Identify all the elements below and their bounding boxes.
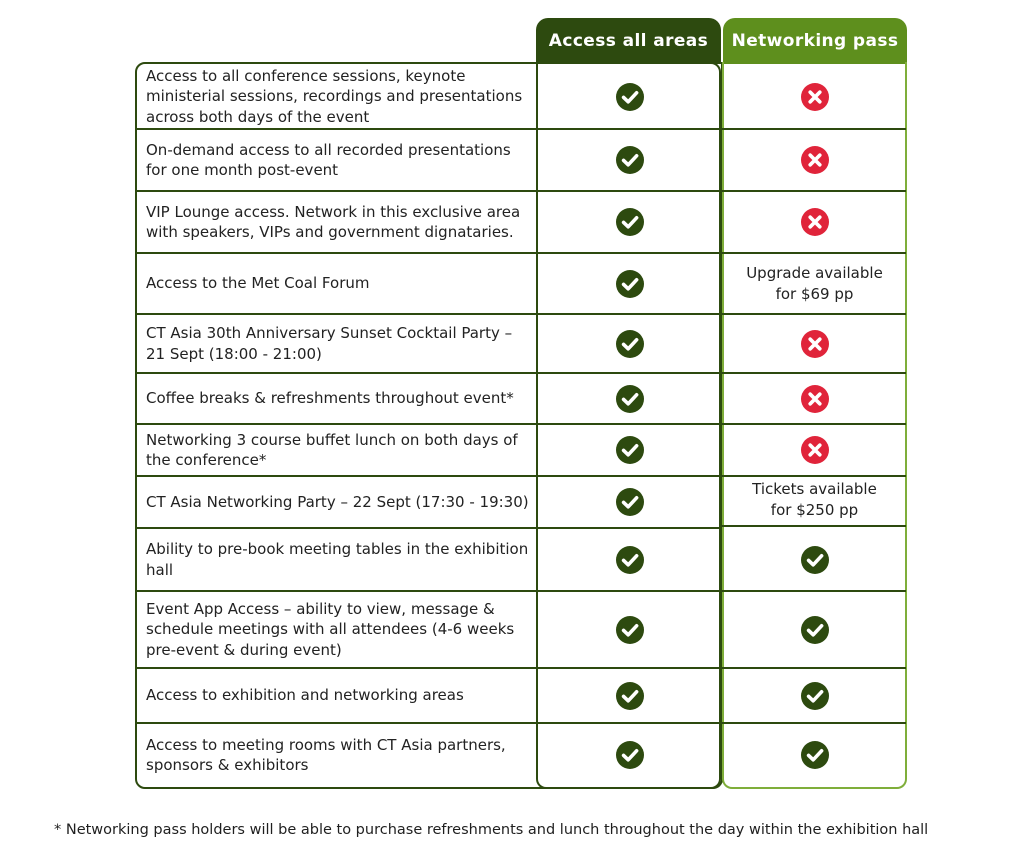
networking-pass-cell: Upgrade available for $69 pp bbox=[724, 253, 905, 314]
cross-icon bbox=[800, 384, 829, 413]
feature-label: Event App Access – ability to view, mess… bbox=[146, 599, 515, 659]
feature-label: Access to exhibition and networking area… bbox=[146, 686, 464, 705]
feature-label: VIP Lounge access. Network in this exclu… bbox=[146, 202, 521, 242]
check-icon bbox=[615, 208, 644, 236]
access-all-areas-cell bbox=[538, 424, 721, 476]
row-divider bbox=[137, 252, 906, 254]
row-divider bbox=[137, 590, 906, 592]
networking-pass-cell bbox=[724, 373, 905, 424]
feature-label: CT Asia 30th Anniversary Sunset Cocktail… bbox=[146, 324, 513, 363]
header-networking-pass: Networking pass bbox=[723, 18, 907, 64]
networking-pass-note: Tickets available for $250 pp bbox=[752, 480, 877, 519]
access-all-areas-cell bbox=[538, 191, 721, 253]
check-icon bbox=[800, 681, 829, 710]
access-all-areas-cell bbox=[538, 253, 721, 314]
networking-pass-note: Upgrade available for $69 pp bbox=[746, 263, 883, 303]
check-icon bbox=[615, 329, 644, 358]
comparison-table-frame bbox=[135, 62, 721, 789]
check-icon bbox=[800, 545, 829, 574]
check-icon bbox=[615, 488, 644, 516]
check-icon bbox=[615, 545, 644, 574]
check-icon bbox=[615, 82, 644, 111]
feature-label: Access to meeting rooms with CT Asia par… bbox=[146, 735, 506, 775]
networking-pass-cell: Tickets available for $250 pp bbox=[724, 474, 905, 526]
row-divider bbox=[137, 667, 906, 669]
feature-label: Networking 3 course buffet lunch on both… bbox=[146, 430, 518, 470]
access-all-areas-cell bbox=[538, 373, 721, 424]
networking-pass-cell bbox=[724, 591, 905, 668]
row-divider bbox=[137, 475, 906, 477]
row-divider bbox=[721, 525, 906, 527]
cross-icon bbox=[800, 82, 829, 111]
cross-icon bbox=[800, 329, 829, 358]
row-divider bbox=[137, 722, 906, 724]
networking-pass-cell bbox=[724, 314, 905, 373]
check-icon bbox=[615, 384, 644, 413]
feature-label: Ability to pre-book meeting tables in th… bbox=[146, 540, 529, 579]
networking-pass-cell bbox=[724, 129, 905, 191]
access-all-areas-cell bbox=[538, 591, 721, 668]
check-icon bbox=[800, 615, 829, 644]
access-all-areas-cell bbox=[538, 723, 721, 787]
access-all-areas-cell bbox=[538, 668, 721, 723]
networking-pass-column bbox=[722, 62, 907, 789]
row-divider bbox=[137, 313, 906, 315]
access-all-areas-cell bbox=[538, 64, 721, 129]
row-divider bbox=[137, 128, 906, 130]
check-icon bbox=[615, 436, 644, 464]
feature-label: CT Asia Networking Party – 22 Sept (17:3… bbox=[146, 492, 529, 511]
cross-icon bbox=[800, 146, 829, 174]
networking-pass-cell bbox=[724, 528, 905, 591]
networking-pass-cell bbox=[724, 424, 905, 476]
access-all-areas-cell bbox=[538, 129, 721, 191]
row-divider bbox=[137, 190, 906, 192]
check-icon bbox=[615, 269, 644, 298]
networking-pass-cell bbox=[724, 191, 905, 253]
check-icon bbox=[615, 615, 644, 644]
networking-pass-cell bbox=[724, 723, 905, 787]
header-access-all-areas: Access all areas bbox=[536, 18, 721, 64]
feature-label: Access to the Met Coal Forum bbox=[146, 274, 370, 293]
cross-icon bbox=[800, 208, 829, 236]
feature-label: Access to all conference sessions, keyno… bbox=[146, 66, 523, 126]
check-icon bbox=[615, 146, 644, 174]
access-all-areas-cell bbox=[538, 476, 721, 528]
feature-label: Coffee breaks & refreshments throughout … bbox=[146, 389, 514, 408]
row-divider bbox=[137, 372, 906, 374]
access-all-areas-cell bbox=[538, 528, 721, 591]
networking-pass-cell bbox=[724, 64, 905, 129]
footnote: * Networking pass holders will be able t… bbox=[54, 822, 929, 838]
row-divider bbox=[137, 423, 906, 425]
networking-pass-cell bbox=[724, 668, 905, 723]
check-icon bbox=[800, 741, 829, 769]
check-icon bbox=[615, 681, 644, 710]
row-divider bbox=[137, 527, 721, 529]
check-icon bbox=[615, 741, 644, 769]
cross-icon bbox=[800, 436, 829, 464]
feature-label: On-demand access to all recorded present… bbox=[146, 140, 511, 180]
access-all-areas-cell bbox=[538, 314, 721, 373]
